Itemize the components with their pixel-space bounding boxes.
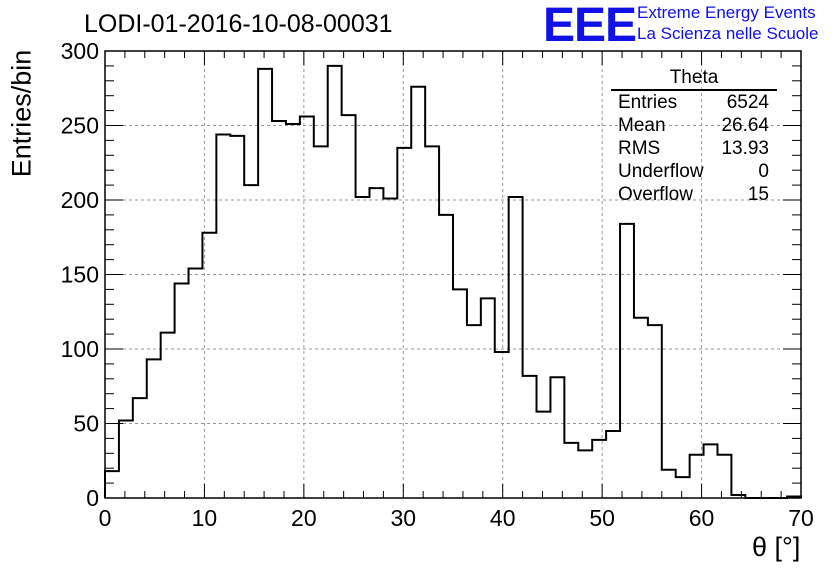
histogram-bin: [606, 431, 620, 498]
axes: [104, 50, 802, 499]
stats-row-overflow: Overflow 15: [611, 183, 777, 206]
stats-box: Theta Entries 6524 Mean 26.64 RMS 13.93 …: [611, 67, 777, 206]
histogram-series: [104, 64, 802, 499]
stats-value: 0: [758, 161, 769, 182]
histogram-bin: [230, 136, 244, 498]
histogram-bin: [425, 146, 439, 498]
stats-value: 13.93: [721, 138, 769, 159]
histogram-bin: [119, 421, 133, 498]
histogram-bin: [397, 148, 411, 498]
y-tick-label: 250: [61, 113, 99, 139]
y-axis-label: Entries/bin: [6, 49, 37, 178]
stats-label: Entries: [618, 92, 678, 113]
y-tick-label: 150: [61, 262, 99, 288]
histogram-bin: [467, 325, 481, 498]
histogram-bin: [550, 377, 564, 498]
histogram-bin: [564, 443, 578, 498]
grid-lines: [105, 51, 801, 498]
histogram-bin: [300, 117, 314, 498]
y-tick-label: 50: [73, 411, 99, 437]
x-tick-label: 0: [99, 505, 112, 531]
y-tick-label: 100: [61, 336, 99, 362]
histogram-bin: [369, 188, 383, 498]
histogram-bin: [356, 197, 370, 498]
histogram-bin: [537, 412, 551, 498]
histogram-bin: [328, 66, 342, 498]
x-tick-label: 10: [192, 505, 218, 531]
x-tick-label: 30: [390, 505, 416, 531]
stats-title: Theta: [669, 67, 719, 88]
histogram-bin: [481, 298, 495, 498]
run-title: LODI-01-2016-10-08-00031: [84, 10, 393, 38]
stats-row-underflow: Underflow 0: [611, 160, 777, 183]
histogram-bin: [509, 197, 523, 498]
y-tick-label: 200: [61, 187, 99, 213]
y-tick-label: 0: [86, 485, 99, 511]
stats-divider: [611, 89, 777, 91]
x-tick-label: 50: [589, 505, 615, 531]
x-tick-label: 70: [788, 505, 814, 531]
histogram-bin: [161, 333, 175, 498]
x-tick-label: 40: [490, 505, 516, 531]
logo-text-line2: La Scienza nelle Scuole: [637, 24, 819, 43]
histogram-bin: [244, 185, 258, 498]
stats-row-mean: Mean 26.64: [611, 114, 777, 137]
stats-row-entries: Entries 6524: [611, 91, 777, 114]
histogram-bin: [523, 376, 537, 498]
stats-value: 6524: [726, 92, 769, 113]
y-tick-label: 300: [61, 38, 99, 64]
histogram-bin: [147, 359, 161, 498]
eee-logo: EEE: [543, 0, 637, 52]
histogram-bin: [383, 199, 397, 498]
histogram-bin: [662, 470, 676, 498]
stats-label: Underflow: [618, 161, 704, 182]
x-axis-label: θ [°]: [752, 532, 801, 562]
stats-value: 15: [747, 184, 769, 205]
histogram-bin: [648, 325, 662, 498]
histogram-bin: [189, 269, 203, 498]
histogram-bin: [286, 124, 300, 498]
histogram-bin: [175, 283, 189, 498]
histogram-bin: [620, 224, 634, 498]
histogram-bin: [717, 455, 731, 498]
histogram-bin: [592, 440, 606, 498]
histogram-bin: [634, 318, 648, 498]
histogram-bin: [314, 146, 328, 498]
stats-label: Mean: [618, 115, 666, 136]
stats-value: 26.64: [721, 115, 769, 136]
histogram-bin: [453, 289, 467, 498]
histogram-bin: [495, 352, 509, 498]
histogram-bin: [439, 215, 453, 498]
histogram-outline: [104, 64, 802, 499]
histogram-bin: [105, 471, 119, 498]
stats-row-rms: RMS 13.93: [611, 137, 777, 160]
histogram-bin: [272, 121, 286, 498]
histogram-bin: [578, 450, 592, 498]
x-tick-label: 20: [291, 505, 317, 531]
x-tick-label: 60: [689, 505, 715, 531]
histogram-bin: [133, 398, 147, 498]
histogram-bin: [704, 444, 718, 498]
histogram-bin: [342, 115, 356, 498]
histogram-bin: [411, 87, 425, 498]
stats-label: RMS: [618, 138, 661, 159]
histogram-bin: [676, 477, 690, 498]
logo-text-line1: Extreme Energy Events: [637, 3, 816, 22]
histogram-bin: [202, 233, 216, 498]
histogram-bin: [258, 69, 272, 498]
stats-label: Overflow: [618, 184, 693, 205]
histogram-bin: [216, 134, 230, 498]
